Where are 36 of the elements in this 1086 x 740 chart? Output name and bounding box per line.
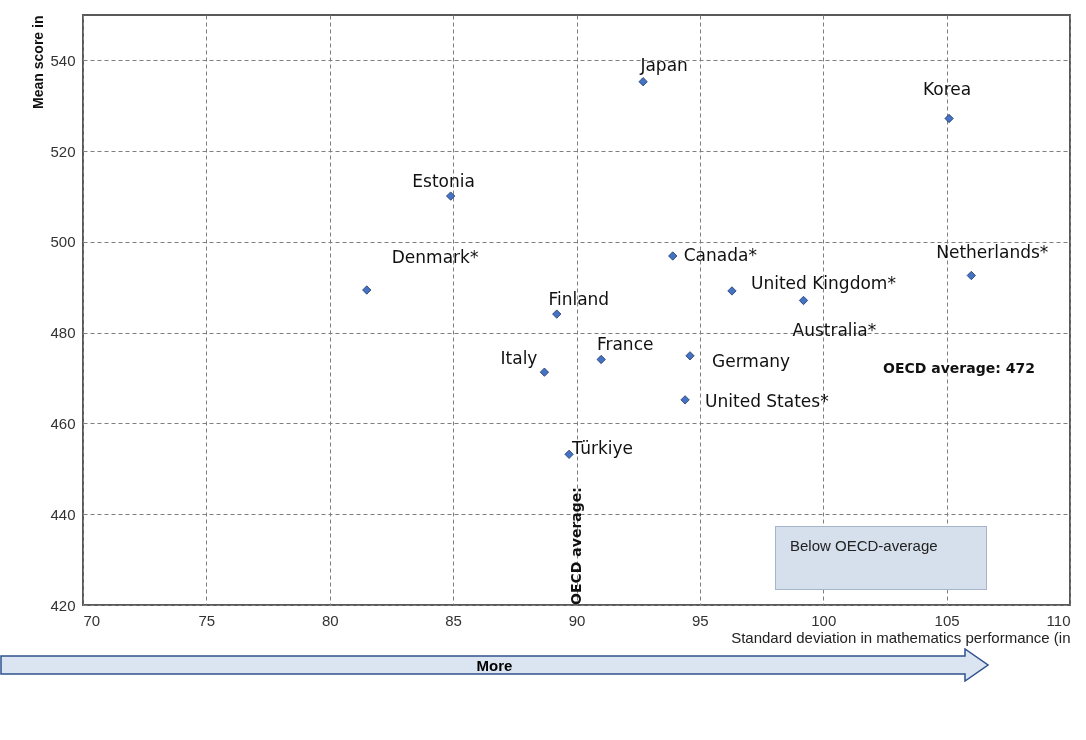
- x-tick-label: 70: [83, 611, 101, 629]
- y-tick-label: 480: [50, 324, 76, 342]
- annotation: Netherlands*: [936, 241, 1049, 262]
- annotation: Türkiye: [571, 438, 633, 459]
- x-tick-label: 110: [1046, 611, 1071, 629]
- annotation: Canada*: [683, 244, 757, 265]
- annotation: United States*: [705, 390, 829, 411]
- x-tick-label: 105: [934, 611, 960, 629]
- annotation: United Kingdom*: [750, 272, 896, 293]
- y-tick-label: 520: [50, 142, 76, 160]
- annotation: Estonia: [412, 171, 475, 192]
- x-axis-title: Standard deviation in mathematics performance (in: [731, 628, 1071, 646]
- x-tick-label: 85: [445, 611, 462, 629]
- annotation: Denmark*: [391, 247, 479, 268]
- x-tick-label: 90: [568, 611, 586, 629]
- annotation: OECD average:: [567, 487, 584, 605]
- y-tick-label: 420: [50, 596, 76, 614]
- annotation: Korea: [922, 79, 972, 100]
- annotation: Germany: [712, 350, 791, 371]
- y-tick-label: 460: [50, 414, 76, 432]
- annotation: Italy: [500, 348, 538, 369]
- note-box: Below OECD-average: [775, 526, 987, 590]
- y-tick-label: 440: [50, 505, 76, 523]
- x-tick-label: 95: [692, 611, 709, 629]
- annotation: France: [596, 334, 654, 355]
- right-arrow: More: [0, 648, 989, 682]
- x-tick-label: 75: [198, 611, 216, 629]
- x-tick-label: 80: [321, 611, 339, 629]
- annotation: Japan: [639, 54, 688, 75]
- x-tick-label: 100: [811, 611, 837, 629]
- annotation: OECD average: 472: [883, 360, 1035, 376]
- y-tick-label: 500: [50, 233, 76, 251]
- annotation: Australia*: [792, 320, 877, 341]
- annotation: Finland: [548, 289, 610, 310]
- y-tick-label: 540: [50, 51, 76, 69]
- y-axis-title: Mean score in: [30, 15, 47, 109]
